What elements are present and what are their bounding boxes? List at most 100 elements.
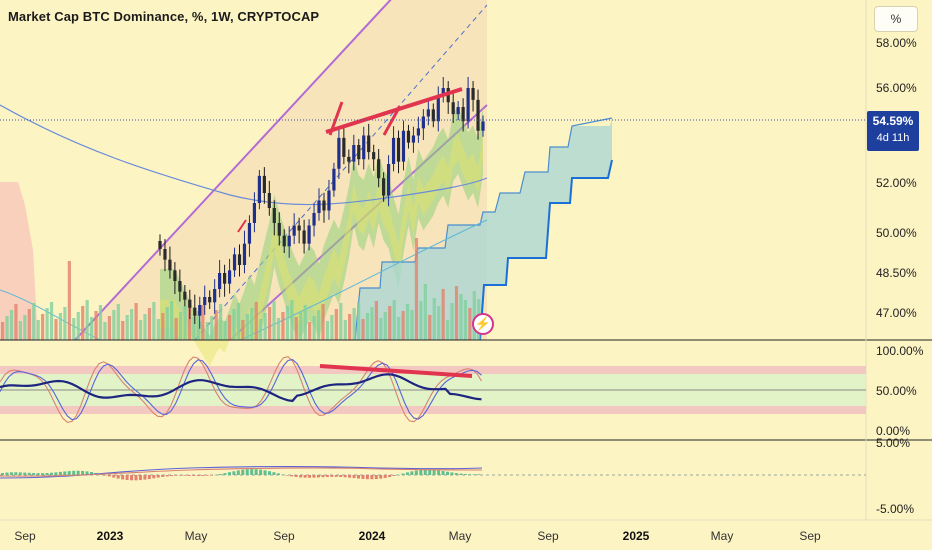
volume-bar (121, 321, 125, 340)
volume-bar (432, 298, 436, 340)
candle-body (396, 137, 401, 162)
candle-body (476, 99, 480, 131)
macd-bar (27, 472, 31, 475)
volume-bar (98, 305, 103, 340)
volume-bar (348, 314, 352, 340)
current-price-tag: 54.59% 4d 11h (867, 111, 919, 151)
volume-bar (18, 321, 22, 340)
volume-bar (49, 302, 54, 340)
macd-bar (5, 472, 9, 475)
volume-bar (161, 313, 165, 340)
macd-tick-label: -5.00% (876, 502, 915, 516)
volume-bar (134, 303, 138, 340)
volume-bar (312, 316, 316, 340)
volume-bar (308, 322, 312, 340)
macd-bar (232, 471, 236, 475)
candle-body (436, 95, 440, 122)
macd-bar (459, 473, 463, 475)
macd-bar (103, 475, 107, 476)
macd-bar (428, 469, 432, 475)
volume-bar (5, 316, 9, 340)
candle-body (272, 208, 276, 223)
lightning-icon[interactable]: ⚡ (472, 313, 494, 335)
volume-bar (379, 318, 383, 340)
candle-body (242, 243, 247, 265)
candle-body (158, 241, 162, 249)
candle-body (352, 145, 356, 162)
volume-bar (196, 311, 200, 340)
x-tick-label: May (448, 529, 472, 543)
percent-scale-button[interactable]: % (874, 6, 918, 32)
macd-bar (397, 474, 401, 476)
macd-bar (81, 470, 85, 475)
macd-bar (321, 475, 325, 478)
macd-bar (241, 469, 245, 475)
macd-bar (432, 469, 436, 475)
stoch-d-line (0, 359, 482, 421)
volume-bar (227, 315, 232, 340)
candle-body (193, 307, 197, 316)
candle-body (481, 121, 485, 131)
volume-bar (263, 313, 267, 340)
volume-bar (334, 309, 338, 340)
volume-bar (23, 315, 27, 340)
volume-bar (67, 261, 71, 340)
x-tick-label: May (184, 529, 208, 543)
x-tick-label: Sep (799, 529, 821, 543)
candle-body (411, 135, 416, 143)
macd-bar (312, 475, 316, 478)
macd-bar (23, 472, 27, 475)
macd-bar (339, 475, 343, 478)
macd-bar (236, 470, 240, 475)
macd-bar (463, 473, 467, 475)
candle-body (451, 102, 455, 115)
candle-body (252, 203, 257, 223)
volume-bar (339, 303, 343, 340)
macd-bar (383, 475, 387, 478)
candle-body (391, 137, 396, 164)
volume-bar (152, 302, 156, 340)
candle-body (183, 291, 187, 300)
volume-bar (290, 300, 294, 340)
volume-bar (276, 318, 281, 340)
volume-bar (316, 310, 321, 340)
candle-body (426, 109, 430, 117)
macd-bar (423, 469, 427, 475)
divergence-tick-3 (237, 219, 247, 233)
volume-bar (107, 316, 111, 340)
candle-body (297, 225, 301, 231)
macd-bar (299, 475, 303, 478)
candle-body (218, 273, 222, 289)
volume-bar (343, 320, 347, 340)
macd-bar (352, 475, 356, 479)
volume-bar (272, 301, 276, 340)
volume-bar (361, 319, 365, 340)
x-tick-label: Sep (14, 529, 36, 543)
macd-bar (32, 473, 36, 475)
macd-bar (49, 472, 53, 475)
macd-bar (196, 475, 200, 477)
volume-bar (352, 308, 356, 340)
macd-bar (414, 470, 418, 475)
candle-body (382, 178, 386, 196)
volume-bar (81, 306, 85, 340)
y-tick-label: 52.00% (876, 176, 917, 190)
rsi-lower-band (0, 406, 866, 414)
volume-bar (414, 238, 419, 340)
volume-bar (219, 304, 223, 340)
volume-bar (112, 310, 116, 340)
volume-bar (294, 317, 298, 340)
candle-body (307, 225, 311, 244)
macd-bar (454, 473, 458, 475)
volume-bar (63, 307, 67, 340)
macd-bar (192, 475, 196, 476)
volume-bar (170, 301, 174, 340)
volume-bar (156, 319, 160, 340)
left-pink-area (0, 182, 38, 340)
macd-bar (374, 475, 378, 480)
macd-bar (76, 470, 80, 475)
y-tick-label: 58.00% (876, 36, 917, 50)
macd-bar (272, 472, 276, 475)
macd-bar (405, 472, 409, 475)
